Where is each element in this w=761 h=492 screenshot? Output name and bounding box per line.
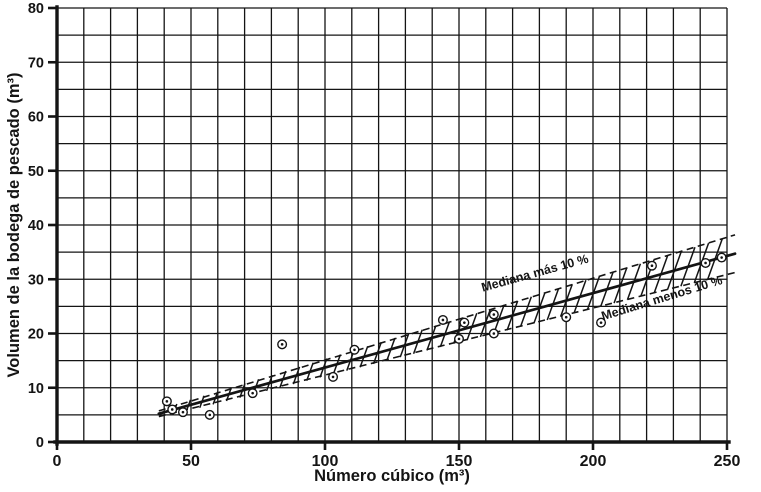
median-line: [157, 252, 737, 416]
data-point-dot: [331, 375, 335, 379]
x-tick-label: 200: [580, 453, 607, 470]
y-tick-label: 30: [28, 272, 44, 288]
y-tick-label: 60: [28, 110, 44, 126]
y-tick-label: 50: [28, 164, 44, 180]
band-label-upper: Mediana más 10 %: [480, 252, 590, 295]
data-point-dot: [492, 332, 496, 335]
x-axis-title: Número cúbico (m³): [314, 467, 470, 485]
y-tick-label: 20: [28, 327, 44, 343]
data-point-dot: [208, 413, 212, 417]
y-tick-label: 70: [28, 55, 44, 71]
y-tick-label: 10: [28, 381, 44, 397]
x-tick-label: 50: [182, 453, 200, 470]
data-point-dot: [457, 337, 461, 341]
data-point-dot: [251, 391, 254, 395]
x-tick-label: 150: [446, 453, 473, 470]
y-tick-label: 80: [28, 1, 44, 17]
data-point-dot: [650, 264, 654, 267]
data-point-dot: [280, 343, 284, 346]
data-point-dot: [170, 408, 174, 411]
y-tick-label: 0: [36, 435, 44, 451]
y-axis-title: Volumen de la bodega de pescado (m³): [5, 73, 23, 378]
data-point-dot: [720, 256, 723, 259]
x-tick-label: 250: [714, 453, 741, 470]
x-tick-label: 0: [53, 453, 62, 470]
data-point-dot: [353, 348, 356, 352]
data-point-dot: [564, 315, 568, 319]
y-tick-label: 40: [28, 218, 44, 234]
data-point-dot: [492, 313, 496, 316]
data-point-dot: [599, 321, 603, 324]
data-point-dot: [181, 410, 185, 414]
data-point-dot: [165, 400, 169, 403]
data-point-dot: [463, 321, 466, 324]
data-point-dot: [441, 318, 445, 322]
data-point-dot: [704, 261, 707, 265]
x-tick-label: 100: [312, 453, 339, 470]
band-label-lower: Mediana menos 10 %: [600, 273, 724, 323]
